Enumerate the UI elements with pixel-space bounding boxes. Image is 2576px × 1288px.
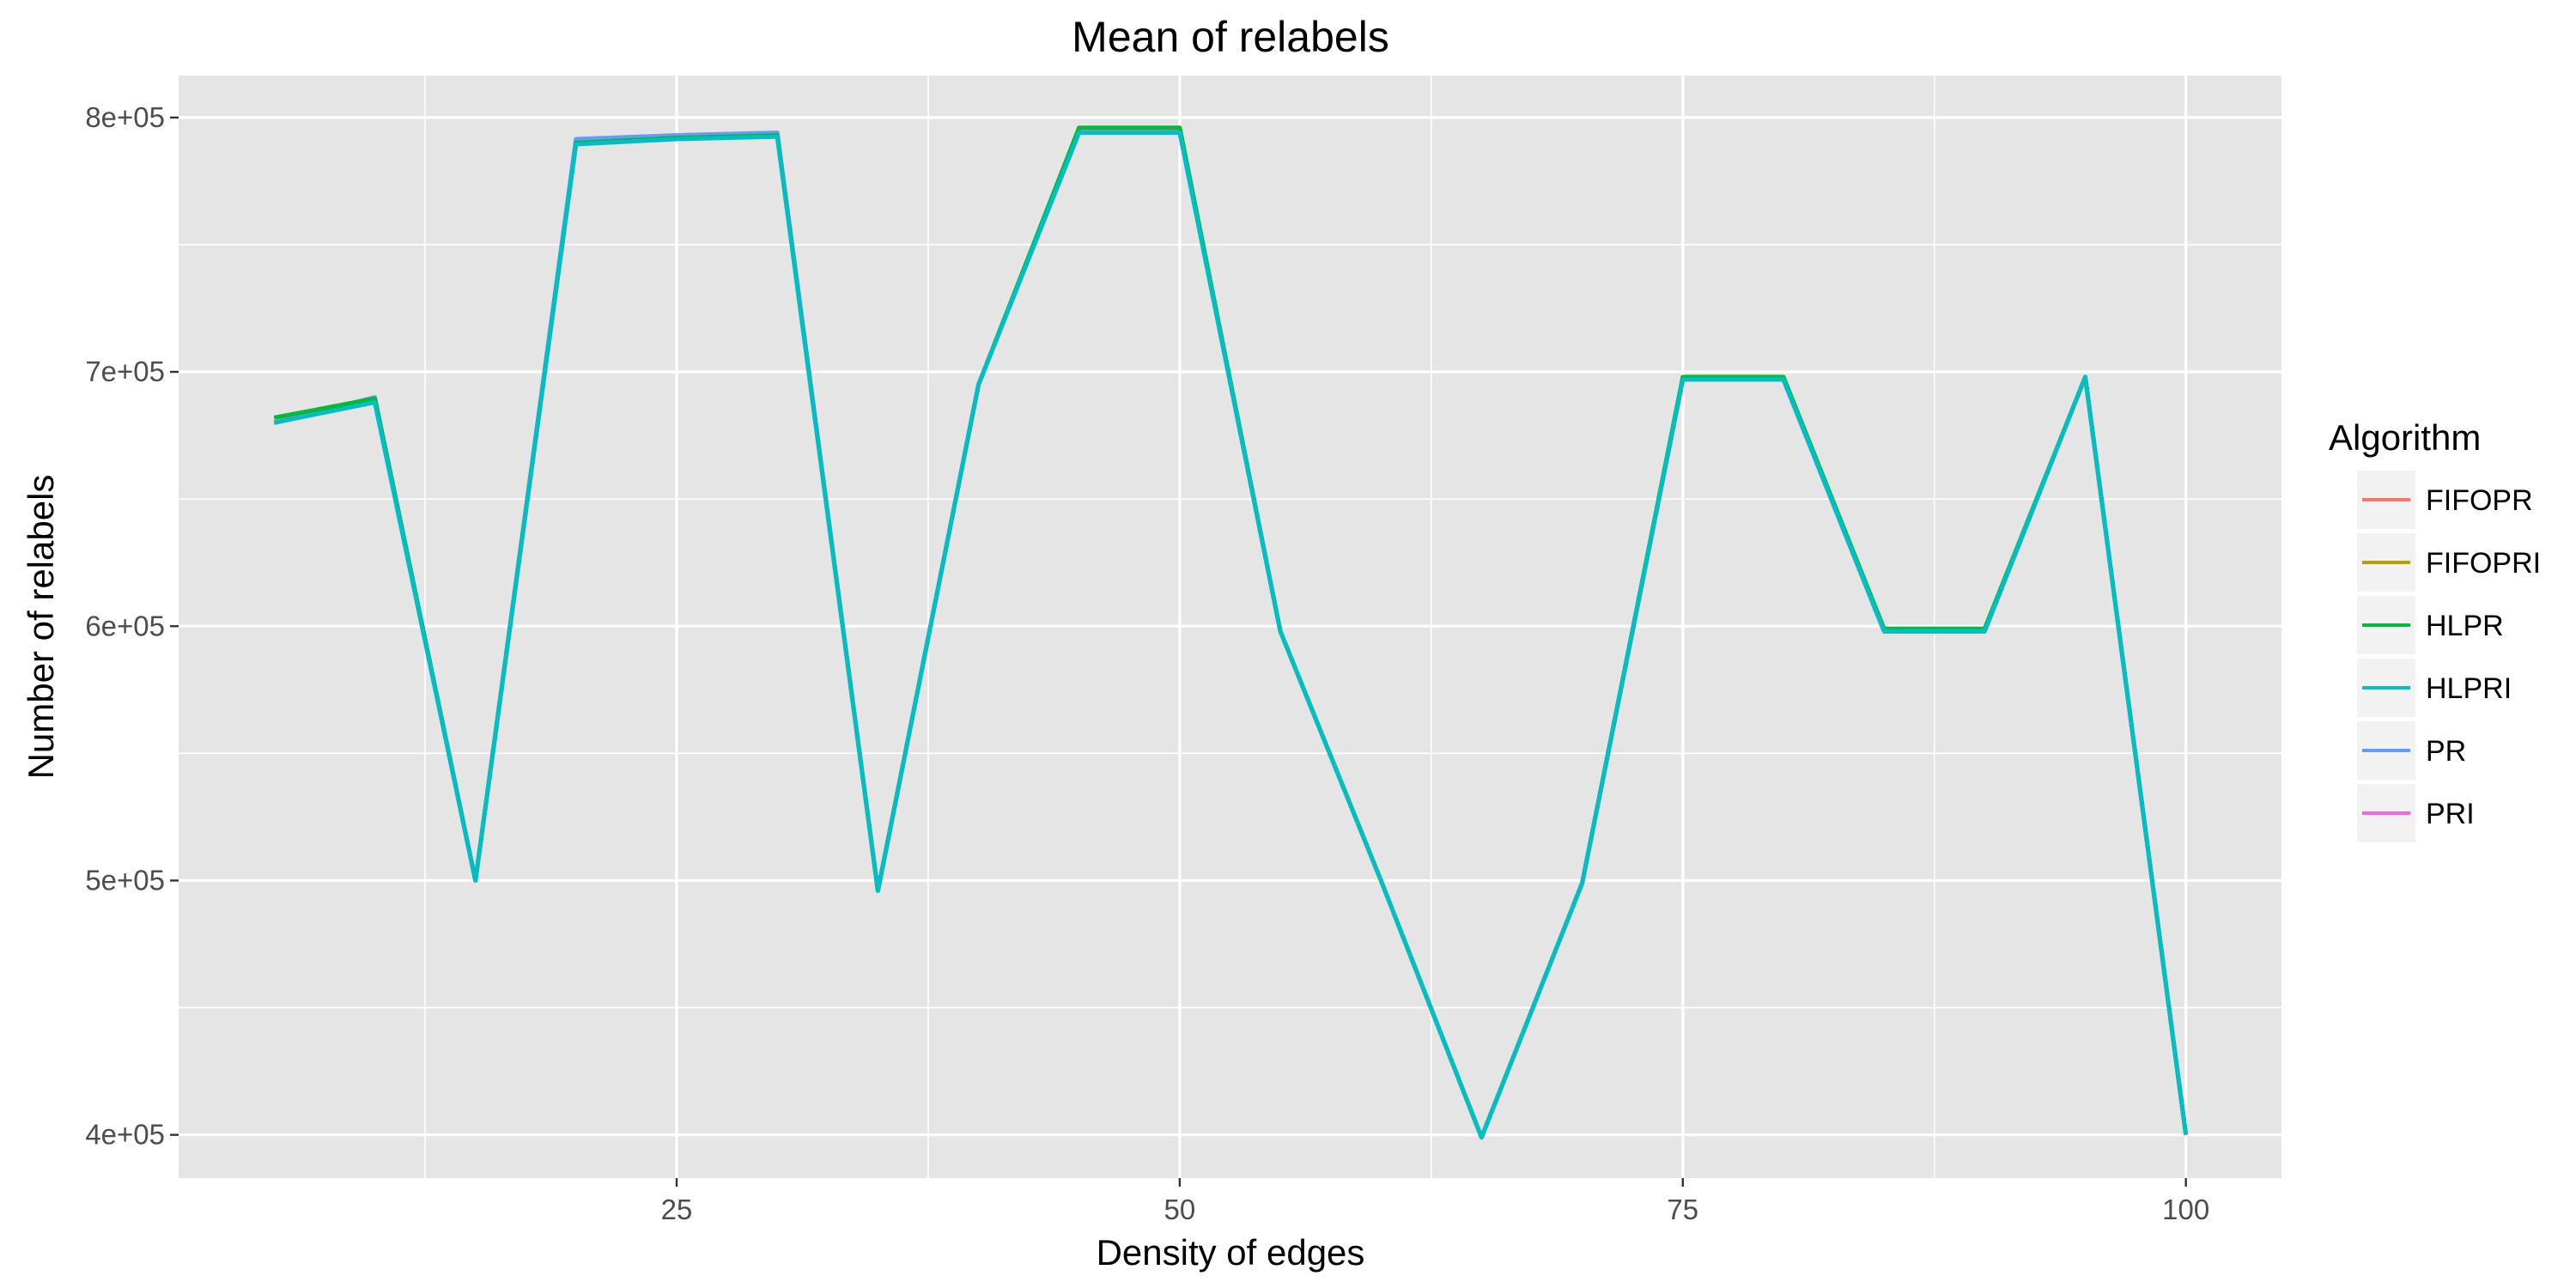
x-tick-label: 75 <box>1667 1194 1698 1225</box>
x-tick-label: 25 <box>661 1194 693 1225</box>
y-tick-label: 7e+05 <box>85 355 165 387</box>
series-lines <box>273 125 2189 1140</box>
y-tick-label: 4e+05 <box>85 1119 165 1151</box>
legend-label-hlpr: HLPR <box>2426 610 2504 642</box>
legend-label-fifopr: FIFOPR <box>2426 484 2533 517</box>
axes: 25 50 75 100 4e+05 5e+05 6e+05 7e+05 8e+05 <box>85 101 2209 1225</box>
legend-title: Algorithm <box>2329 417 2481 458</box>
x-tick-label: 50 <box>1164 1194 1196 1225</box>
y-tick-label: 8e+05 <box>85 101 165 133</box>
legend-label-hlpri: HLPRI <box>2426 672 2512 705</box>
y-tick-label: 5e+05 <box>85 864 165 896</box>
legend: Algorithm FIFOPR FIFOPRI HLPR HLPRI PR PRI <box>2329 417 2541 842</box>
y-tick-label: 6e+05 <box>85 610 165 641</box>
grid-lines <box>179 76 2281 1178</box>
y-axis-title: Number of relabels <box>21 475 61 780</box>
x-axis-title: Density of edges <box>1097 1232 1365 1273</box>
x-tick-label: 100 <box>2162 1194 2209 1225</box>
legend-label-pr: PR <box>2426 735 2466 768</box>
series-line-hlpri <box>273 131 2189 1140</box>
legend-label-pri: PRI <box>2426 798 2475 830</box>
chart-title: Mean of relabels <box>1072 13 1389 61</box>
legend-label-fifopri: FIFOPRI <box>2426 547 2541 580</box>
